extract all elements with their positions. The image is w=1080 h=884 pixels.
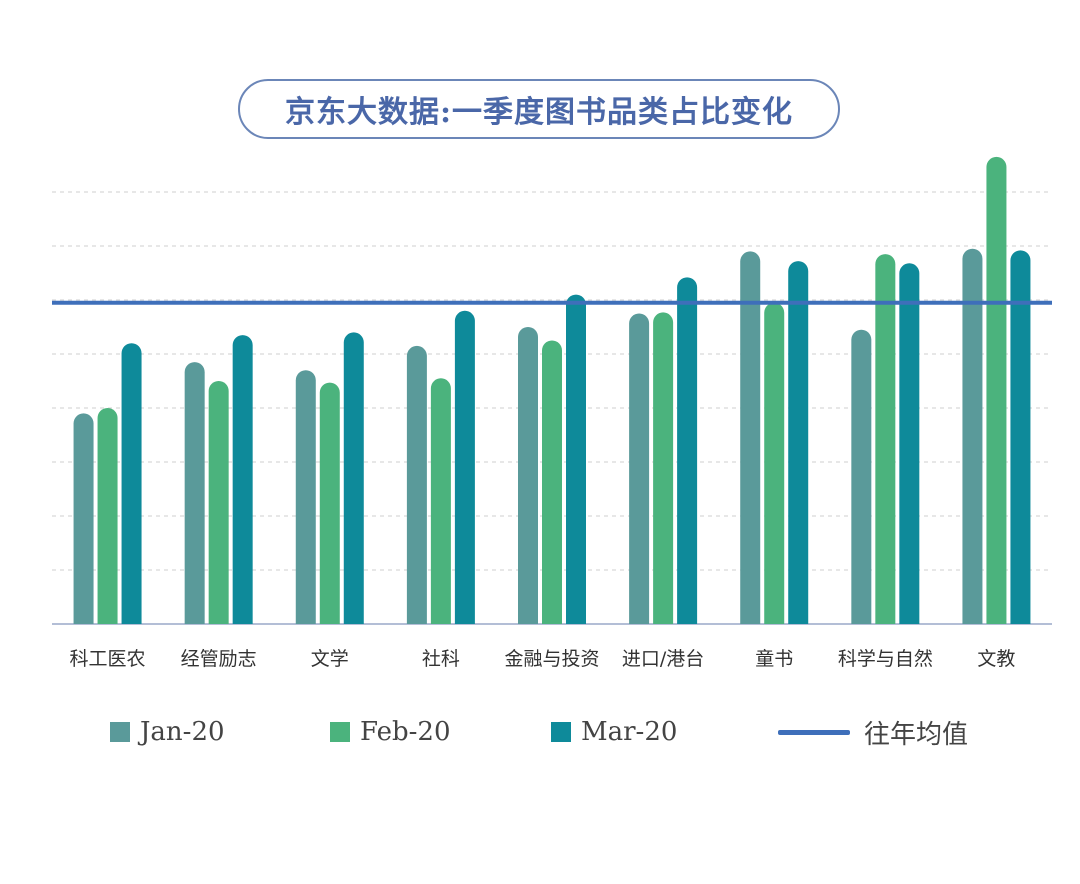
x-tick-label: 进口/港台: [622, 648, 704, 670]
legend-label-mar: Mar-20: [581, 717, 678, 747]
legend-swatch-feb: [330, 722, 350, 742]
bar-jan: [740, 251, 761, 624]
bar-feb: [542, 340, 562, 624]
bar-jan: [73, 413, 94, 624]
bar-jan: [295, 370, 316, 624]
x-tick-label: 科工医农: [70, 648, 146, 670]
bars: [73, 156, 1031, 624]
legend-feb: Feb-20: [330, 714, 451, 750]
bar-jan: [629, 313, 650, 624]
bar-mar: [343, 332, 364, 624]
x-tick-label: 文学: [311, 648, 349, 670]
legend-label-jan: Jan-20: [140, 717, 225, 747]
bar-feb: [430, 378, 451, 624]
x-tick-label: 金融与投资: [504, 648, 599, 670]
bar-feb: [653, 312, 674, 624]
bar-feb: [986, 156, 1007, 624]
bar-feb: [97, 408, 118, 624]
x-tick-label: 经管励志: [181, 648, 257, 670]
bar-mar: [1010, 250, 1031, 624]
bar-feb: [208, 381, 229, 624]
bar-jan: [851, 329, 872, 624]
bar-mar: [677, 277, 698, 624]
bar-mar: [899, 263, 920, 624]
x-tick-label: 社科: [422, 648, 460, 670]
bar-mar: [232, 335, 253, 624]
legend-mar: Mar-20: [551, 714, 677, 750]
bar-feb: [319, 382, 340, 624]
bar-jan: [406, 345, 427, 624]
legend-average: 往年均值: [778, 714, 968, 750]
legend-jan: Jan-20: [110, 714, 225, 750]
bar-feb: [764, 302, 785, 624]
bar-mar: [566, 294, 586, 624]
x-tick-label: 童书: [755, 648, 793, 670]
legend-swatch-mar: [551, 722, 571, 742]
legend-swatch-jan: [110, 722, 130, 742]
x-tick-label: 科学与自然: [838, 648, 933, 670]
bar-jan: [962, 248, 983, 624]
legend-swatch-average: [778, 729, 850, 735]
category-labels: 科工医农 经管励志 文学 社科 金融与投资 进口/港台 童书 科学与自然 文教: [70, 648, 1016, 670]
bar-jan: [518, 327, 538, 624]
legend-label-feb: Feb-20: [360, 717, 451, 747]
bar-mar: [454, 310, 475, 624]
bar-mar: [121, 343, 142, 624]
legend-label-average: 往年均值: [864, 719, 969, 750]
x-tick-label: 文教: [977, 648, 1015, 670]
bar-jan: [184, 362, 205, 624]
bar-mar: [788, 261, 809, 624]
bar-feb: [875, 254, 896, 624]
chart-title: 京东大数据:一季度图书品类占比变化: [238, 79, 840, 139]
